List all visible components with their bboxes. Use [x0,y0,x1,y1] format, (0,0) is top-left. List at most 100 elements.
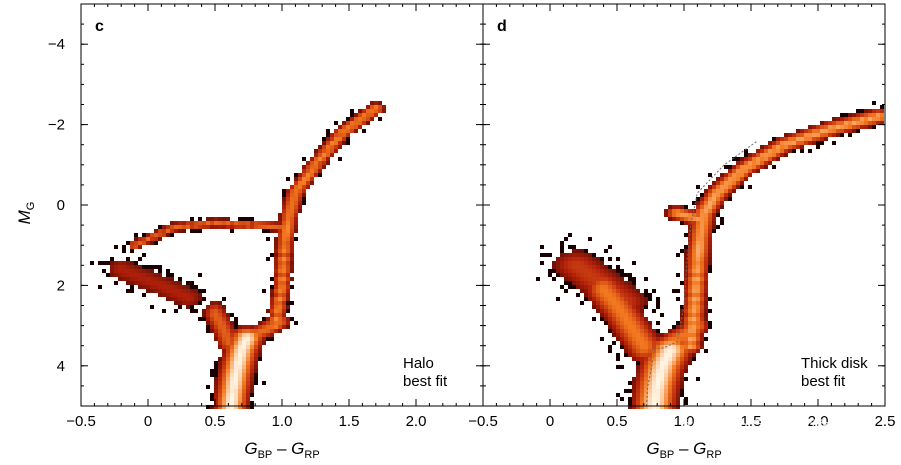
density-cell [692,265,696,269]
density-cell [584,277,588,281]
density-cell [330,137,334,141]
density-cell [708,325,712,329]
density-cell [322,153,326,157]
density-cell [700,233,704,237]
density-cell [680,389,684,393]
density-cell [684,213,688,217]
density-cell [648,321,652,325]
density-cell [604,281,608,285]
density-cell [210,305,214,309]
density-cell [640,365,644,369]
density-cell [266,309,270,313]
density-cell [716,181,720,185]
density-cell [692,349,696,353]
density-cell [652,385,656,389]
density-cell [752,165,756,169]
density-cell [278,277,282,281]
density-cell [748,165,752,169]
density-cell [688,245,692,249]
density-cell [234,353,238,357]
density-cell [688,305,692,309]
density-cell [692,213,696,217]
density-cell [572,277,576,281]
density-cell [664,365,668,369]
density-cell [90,261,94,265]
density-cell [692,337,696,341]
density-cell [242,221,246,225]
density-cell [238,393,242,397]
density-cell [700,289,704,293]
density-cell [294,201,298,205]
density-cell [194,225,198,229]
density-cell [150,269,154,273]
density-cell [278,301,282,305]
density-cell [592,253,596,257]
density-cell [624,309,628,313]
density-cell [728,165,732,169]
density-cell [114,281,118,285]
density-cell [580,253,584,257]
density-cell [286,257,290,261]
density-cell [294,237,298,241]
density-cell [676,297,680,301]
density-cell [692,277,696,281]
density-cell [186,301,190,305]
density-cell [680,349,684,353]
density-cell [234,397,238,401]
density-cell [736,185,740,189]
density-cell [198,225,202,229]
density-cell [274,237,278,241]
density-cell [548,253,552,257]
density-cell [680,385,684,389]
density-cell [760,145,764,149]
density-cell [278,261,282,265]
density-cell [262,225,266,229]
density-cell [672,389,676,393]
density-cell [628,273,632,277]
density-cell [632,349,636,353]
density-cell [640,321,644,325]
density-cell [632,321,636,325]
density-cell [214,365,218,369]
density-cell [234,405,238,409]
density-cell [652,365,656,369]
density-cell [628,281,632,285]
density-cell [354,113,358,117]
density-cell [620,317,624,321]
density-cell [122,249,126,253]
density-cell [656,301,660,305]
density-cell [366,121,370,125]
density-cell [286,245,290,249]
density-cell [660,365,664,369]
density-cell [804,141,808,145]
density-cell [226,377,230,381]
density-cell [250,389,254,393]
density-cell [640,317,644,321]
density-cell [820,141,824,145]
density-cell [772,157,776,161]
density-cell [186,225,190,229]
density-cell [592,261,596,265]
density-cell [680,213,684,217]
density-cell [808,141,812,145]
density-cell [226,221,230,225]
density-cell [564,257,568,261]
density-cell [600,277,604,281]
density-cell [632,405,636,409]
density-cell [680,305,684,309]
density-cell [624,345,628,349]
density-cell [600,261,604,265]
density-cell [780,145,784,149]
density-cell [660,389,664,393]
density-cell [174,297,178,301]
density-cell [692,301,696,305]
density-cell [146,281,150,285]
density-cell [744,173,748,177]
density-cell [688,261,692,265]
density-cell [126,277,130,281]
density-cell [218,381,222,385]
density-cell [560,285,564,289]
density-cell [338,129,342,133]
density-cell [302,197,306,201]
density-cell [844,125,848,129]
